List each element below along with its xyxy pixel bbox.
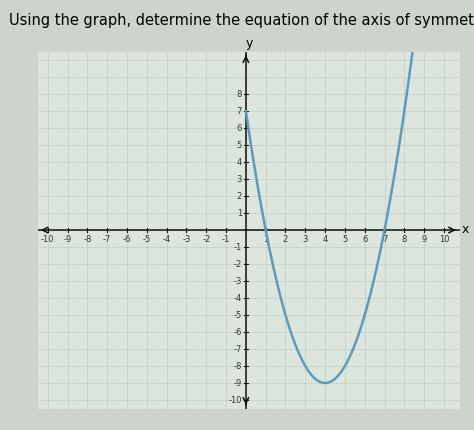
Text: -7: -7 [234,344,242,353]
Text: 8: 8 [401,235,407,244]
Text: -1: -1 [222,235,230,244]
Text: -6: -6 [123,235,131,244]
Text: -3: -3 [234,276,242,286]
Text: -4: -4 [234,294,242,303]
Text: 1: 1 [263,235,268,244]
Text: -2: -2 [202,235,210,244]
Text: 6: 6 [362,235,367,244]
Text: 5: 5 [342,235,347,244]
Text: -9: -9 [64,235,72,244]
Text: 4: 4 [322,235,328,244]
Text: 2: 2 [237,191,242,200]
Text: 3: 3 [302,235,308,244]
Text: -7: -7 [103,235,111,244]
Text: -8: -8 [234,362,242,371]
Text: -8: -8 [83,235,91,244]
Text: -10: -10 [41,235,55,244]
Text: Using the graph, determine the equation of the axis of symmetry.: Using the graph, determine the equation … [9,13,474,28]
Text: -6: -6 [234,328,242,337]
Text: 10: 10 [438,235,449,244]
Text: 6: 6 [237,123,242,132]
Text: 3: 3 [237,175,242,184]
Text: -9: -9 [234,378,242,387]
Text: 4: 4 [237,157,242,166]
Text: 7: 7 [382,235,387,244]
Text: -1: -1 [234,243,242,252]
Text: -5: -5 [234,310,242,319]
Text: -3: -3 [182,235,191,244]
Text: 2: 2 [283,235,288,244]
Text: 5: 5 [237,141,242,150]
Text: y: y [245,37,253,50]
Text: -2: -2 [234,260,242,269]
Text: 9: 9 [421,235,427,244]
Text: x: x [462,223,469,236]
Text: 7: 7 [237,107,242,116]
Text: 1: 1 [237,209,242,218]
Text: -4: -4 [163,235,171,244]
Text: -10: -10 [228,396,242,405]
Text: 8: 8 [237,89,242,98]
Text: -5: -5 [143,235,151,244]
